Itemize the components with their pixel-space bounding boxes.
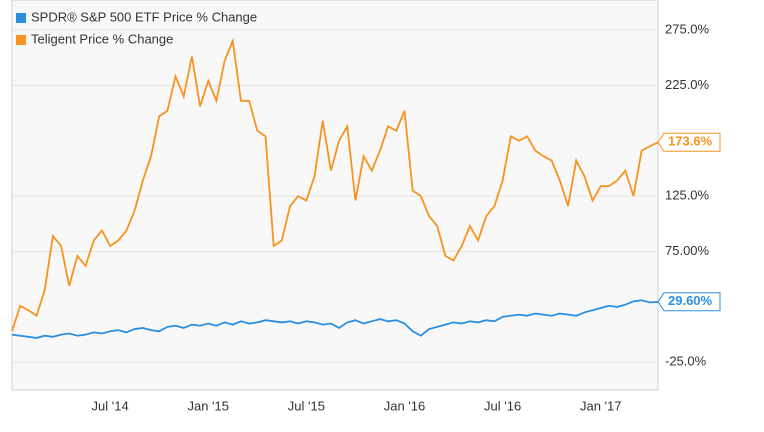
- y-tick-label: -25.0%: [665, 354, 707, 369]
- legend-label: Teligent Price % Change: [31, 31, 173, 46]
- value-label-box: [657, 292, 721, 312]
- x-tick-label: Jan '16: [384, 398, 426, 413]
- value-label: 29.60%: [668, 293, 713, 308]
- legend-swatch: [16, 13, 26, 23]
- x-tick-label: Jan '15: [187, 398, 229, 413]
- y-tick-label: 125.0%: [665, 188, 710, 203]
- y-tick-label: 75.00%: [665, 243, 710, 258]
- x-tick-label: Jul '14: [92, 398, 129, 413]
- legend-swatch: [16, 35, 26, 45]
- y-tick-label: 275.0%: [665, 21, 710, 36]
- legend-label: SPDR® S&P 500 ETF Price % Change: [31, 9, 257, 24]
- y-tick-label: 225.0%: [665, 77, 710, 92]
- x-tick-label: Jul '16: [484, 398, 521, 413]
- x-tick-label: Jul '15: [288, 398, 325, 413]
- value-label-box: [657, 132, 721, 152]
- value-label: 173.6%: [668, 134, 713, 149]
- series-line: [11, 37, 659, 332]
- x-tick-label: Jan '17: [580, 398, 622, 413]
- series-line: [11, 299, 659, 339]
